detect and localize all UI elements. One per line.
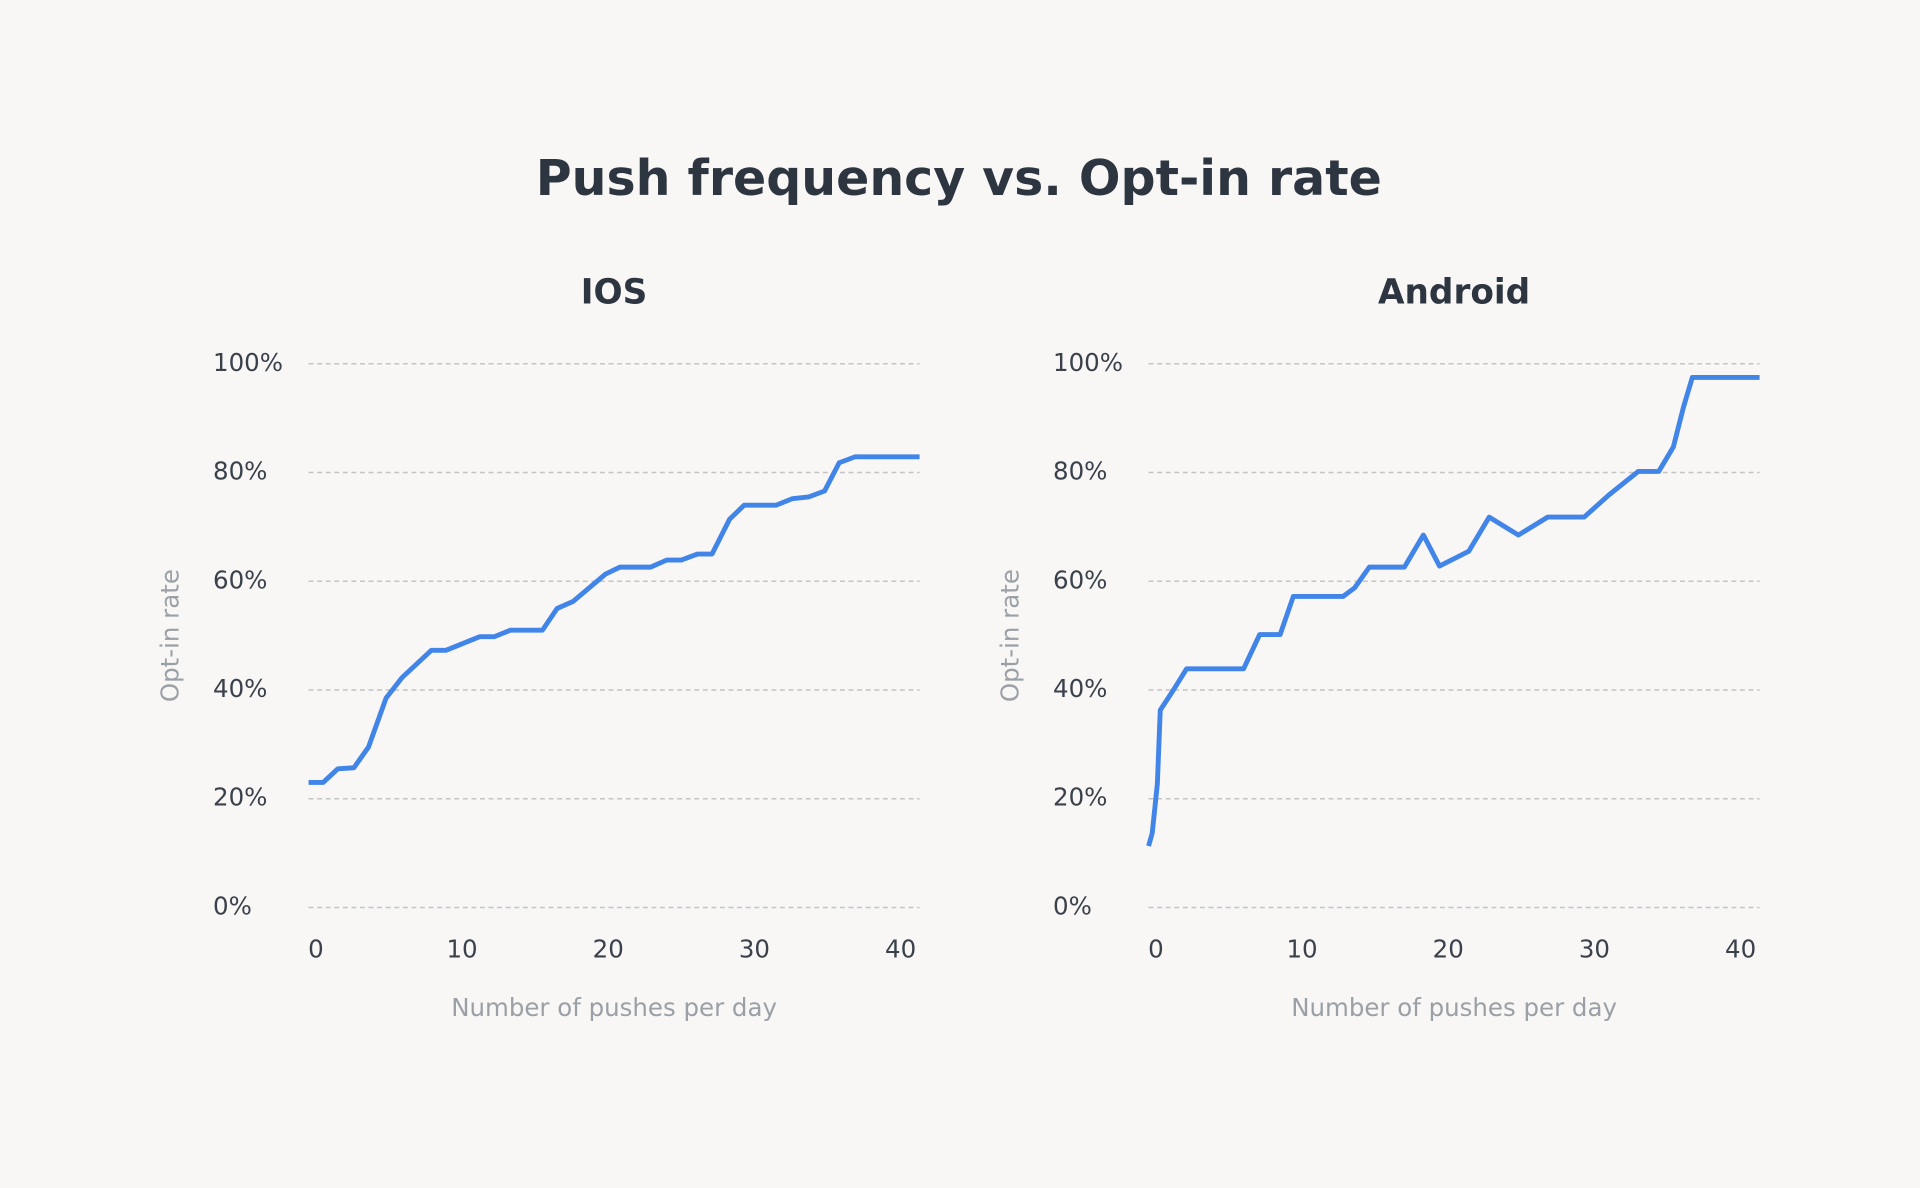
data-line [1146, 374, 1760, 847]
page-title: Push frequency vs. Opt-in rate [536, 150, 1382, 207]
x-axis-label: Number of pushes per day [1291, 993, 1617, 1022]
data-line [308, 454, 920, 785]
x-axis-label: Number of pushes per day [451, 993, 777, 1022]
y-tick-label: 100% [1053, 348, 1123, 377]
y-axis-label: Opt-in rate [995, 569, 1024, 702]
y-tick-label: 40% [1053, 674, 1107, 703]
subplot-title: Android [1378, 273, 1530, 313]
x-tick-label: 40 [885, 934, 916, 963]
y-tick-label: 20% [213, 783, 267, 812]
y-tick-label: 0% [1053, 891, 1092, 920]
y-tick-label: 0% [213, 891, 252, 920]
y-tick-label: 80% [213, 457, 267, 486]
subplot-title: IOS [581, 273, 648, 313]
x-tick-label: 30 [1579, 934, 1610, 963]
x-tick-label: 10 [1286, 934, 1317, 963]
x-tick-label: 30 [739, 934, 770, 963]
y-tick-label: 60% [213, 565, 267, 594]
y-tick-label: 80% [1053, 457, 1107, 486]
x-tick-label: 20 [593, 934, 624, 963]
x-tick-label: 0 [308, 934, 324, 963]
x-tick-label: 0 [1148, 934, 1164, 963]
x-tick-label: 40 [1725, 934, 1756, 963]
y-tick-label: 40% [213, 674, 267, 703]
y-tick-label: 20% [1053, 783, 1107, 812]
x-tick-label: 20 [1433, 934, 1464, 963]
y-tick-label: 100% [213, 348, 283, 377]
y-axis-label: Opt-in rate [155, 569, 184, 702]
x-tick-label: 10 [446, 934, 477, 963]
y-tick-label: 60% [1053, 565, 1107, 594]
